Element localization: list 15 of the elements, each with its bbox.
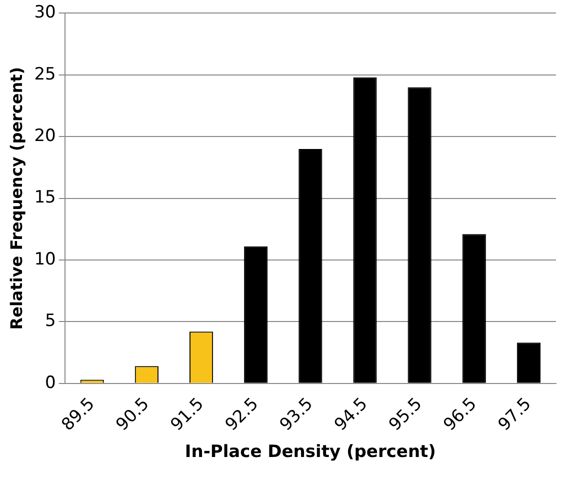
y-tick-label: 20: [34, 126, 56, 146]
bar: [244, 246, 268, 383]
x-axis-title: In-Place Density (percent): [184, 442, 436, 462]
y-tick-label: 15: [34, 188, 56, 208]
bar: [408, 87, 432, 383]
bar: [516, 342, 540, 383]
bar: [462, 234, 486, 383]
y-axis-title: Relative Frequency (percent): [6, 66, 26, 330]
y-tick-label: 5: [45, 311, 56, 332]
y-tick-label: 10: [34, 249, 56, 270]
y-tick-label: 30: [34, 2, 56, 23]
bar: [298, 148, 322, 383]
bar: [353, 77, 377, 383]
y-tick-label: 25: [34, 64, 56, 84]
y-tick-label: 0: [45, 372, 56, 393]
